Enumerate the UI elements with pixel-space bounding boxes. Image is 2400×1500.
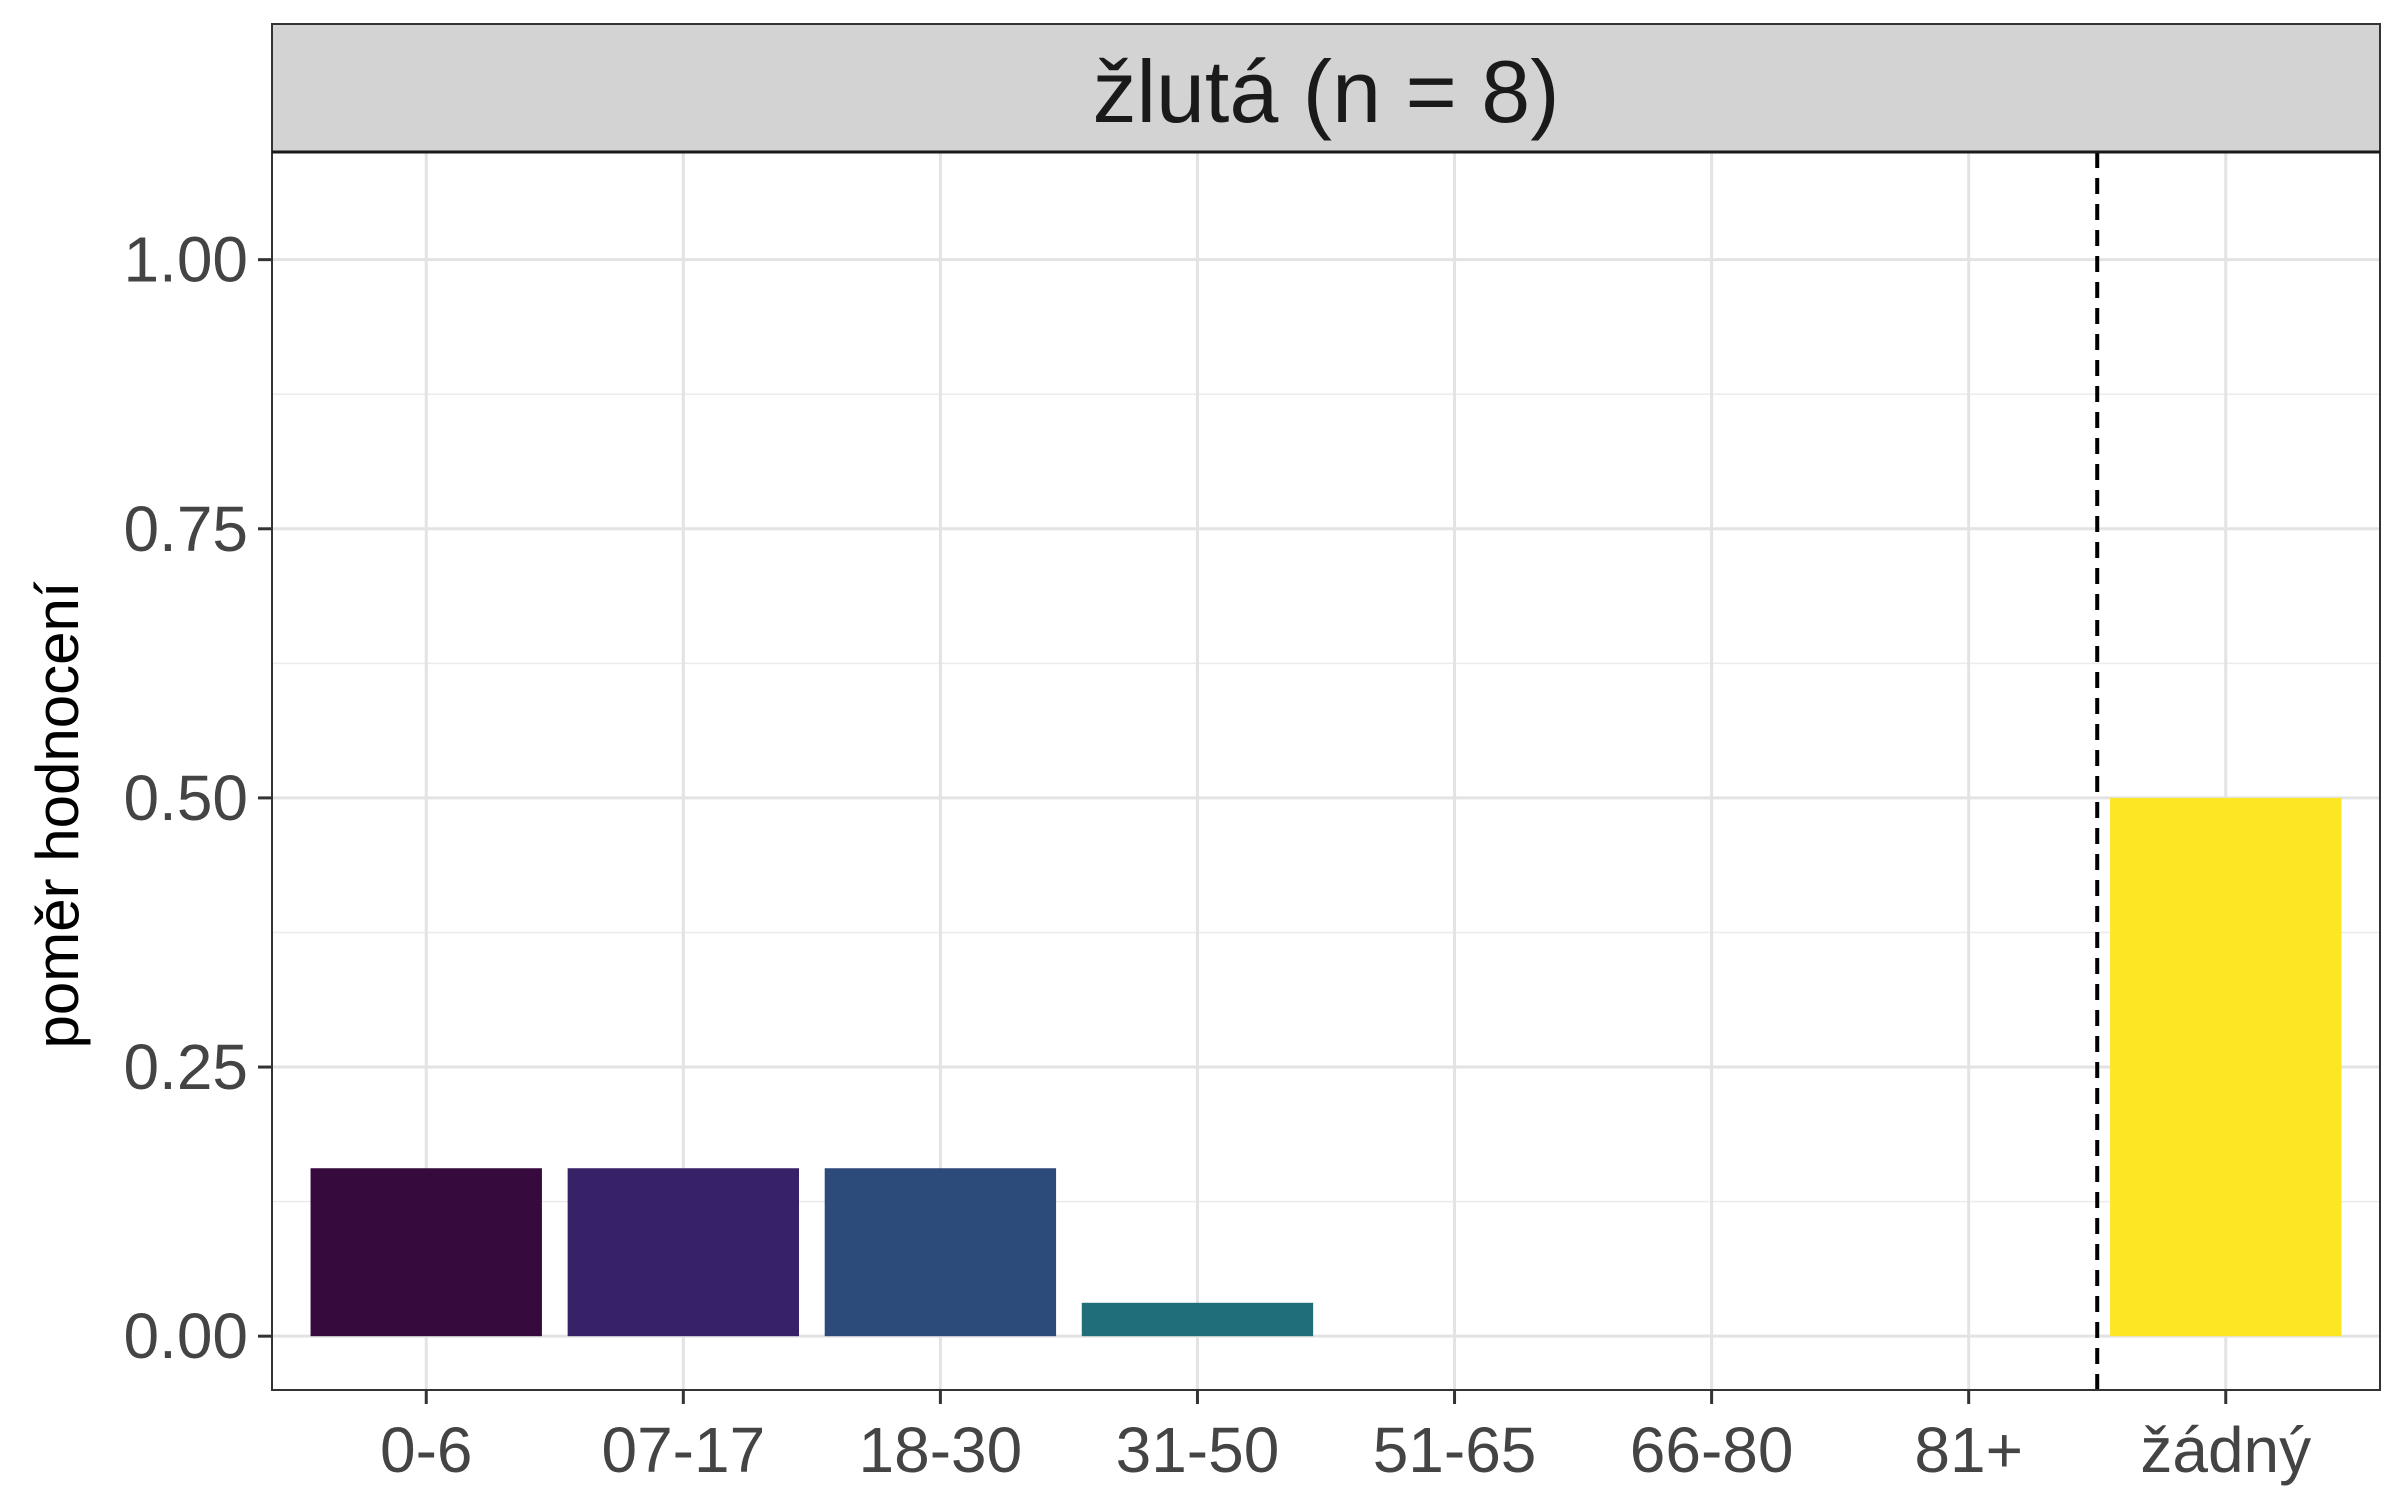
y-tick-label: 1.00 bbox=[123, 224, 248, 296]
chart-title: žlutá (n = 8) bbox=[1092, 42, 1559, 141]
y-tick-label: 0.50 bbox=[123, 762, 248, 834]
bar-žádný bbox=[2110, 797, 2342, 1337]
gridlines bbox=[272, 152, 2380, 1390]
y-tick-label: 0.25 bbox=[123, 1031, 248, 1103]
y-tick-label: 0.75 bbox=[123, 493, 248, 565]
facet-strip bbox=[271, 23, 2381, 153]
bar-18-30 bbox=[824, 1168, 1057, 1337]
x-tick-label: 18-30 bbox=[859, 1414, 1023, 1486]
x-tick-label: 07-17 bbox=[601, 1414, 765, 1486]
x-axis: 0-6 07-17 18-30 31-50 51-65 66-80 81+ žádný bbox=[380, 1390, 2311, 1486]
bar-07-17 bbox=[567, 1168, 799, 1337]
x-tick-label: 81+ bbox=[1914, 1414, 2023, 1486]
x-tick-label: 31-50 bbox=[1116, 1414, 1280, 1486]
bar-31-50 bbox=[1081, 1302, 1314, 1337]
x-tick-label: 0-6 bbox=[380, 1414, 473, 1486]
x-tick-label: žádný bbox=[2140, 1414, 2311, 1486]
bar-0-6 bbox=[310, 1168, 542, 1337]
x-tick-label: 51-65 bbox=[1373, 1414, 1537, 1486]
y-axis: 0.00 0.25 0.50 0.75 1.00 bbox=[123, 224, 272, 1372]
y-tick-label: 0.00 bbox=[123, 1300, 248, 1372]
x-tick-label: 66-80 bbox=[1630, 1414, 1794, 1486]
bars bbox=[310, 797, 2342, 1337]
y-axis-title: poměr hodnocení bbox=[24, 581, 91, 1048]
